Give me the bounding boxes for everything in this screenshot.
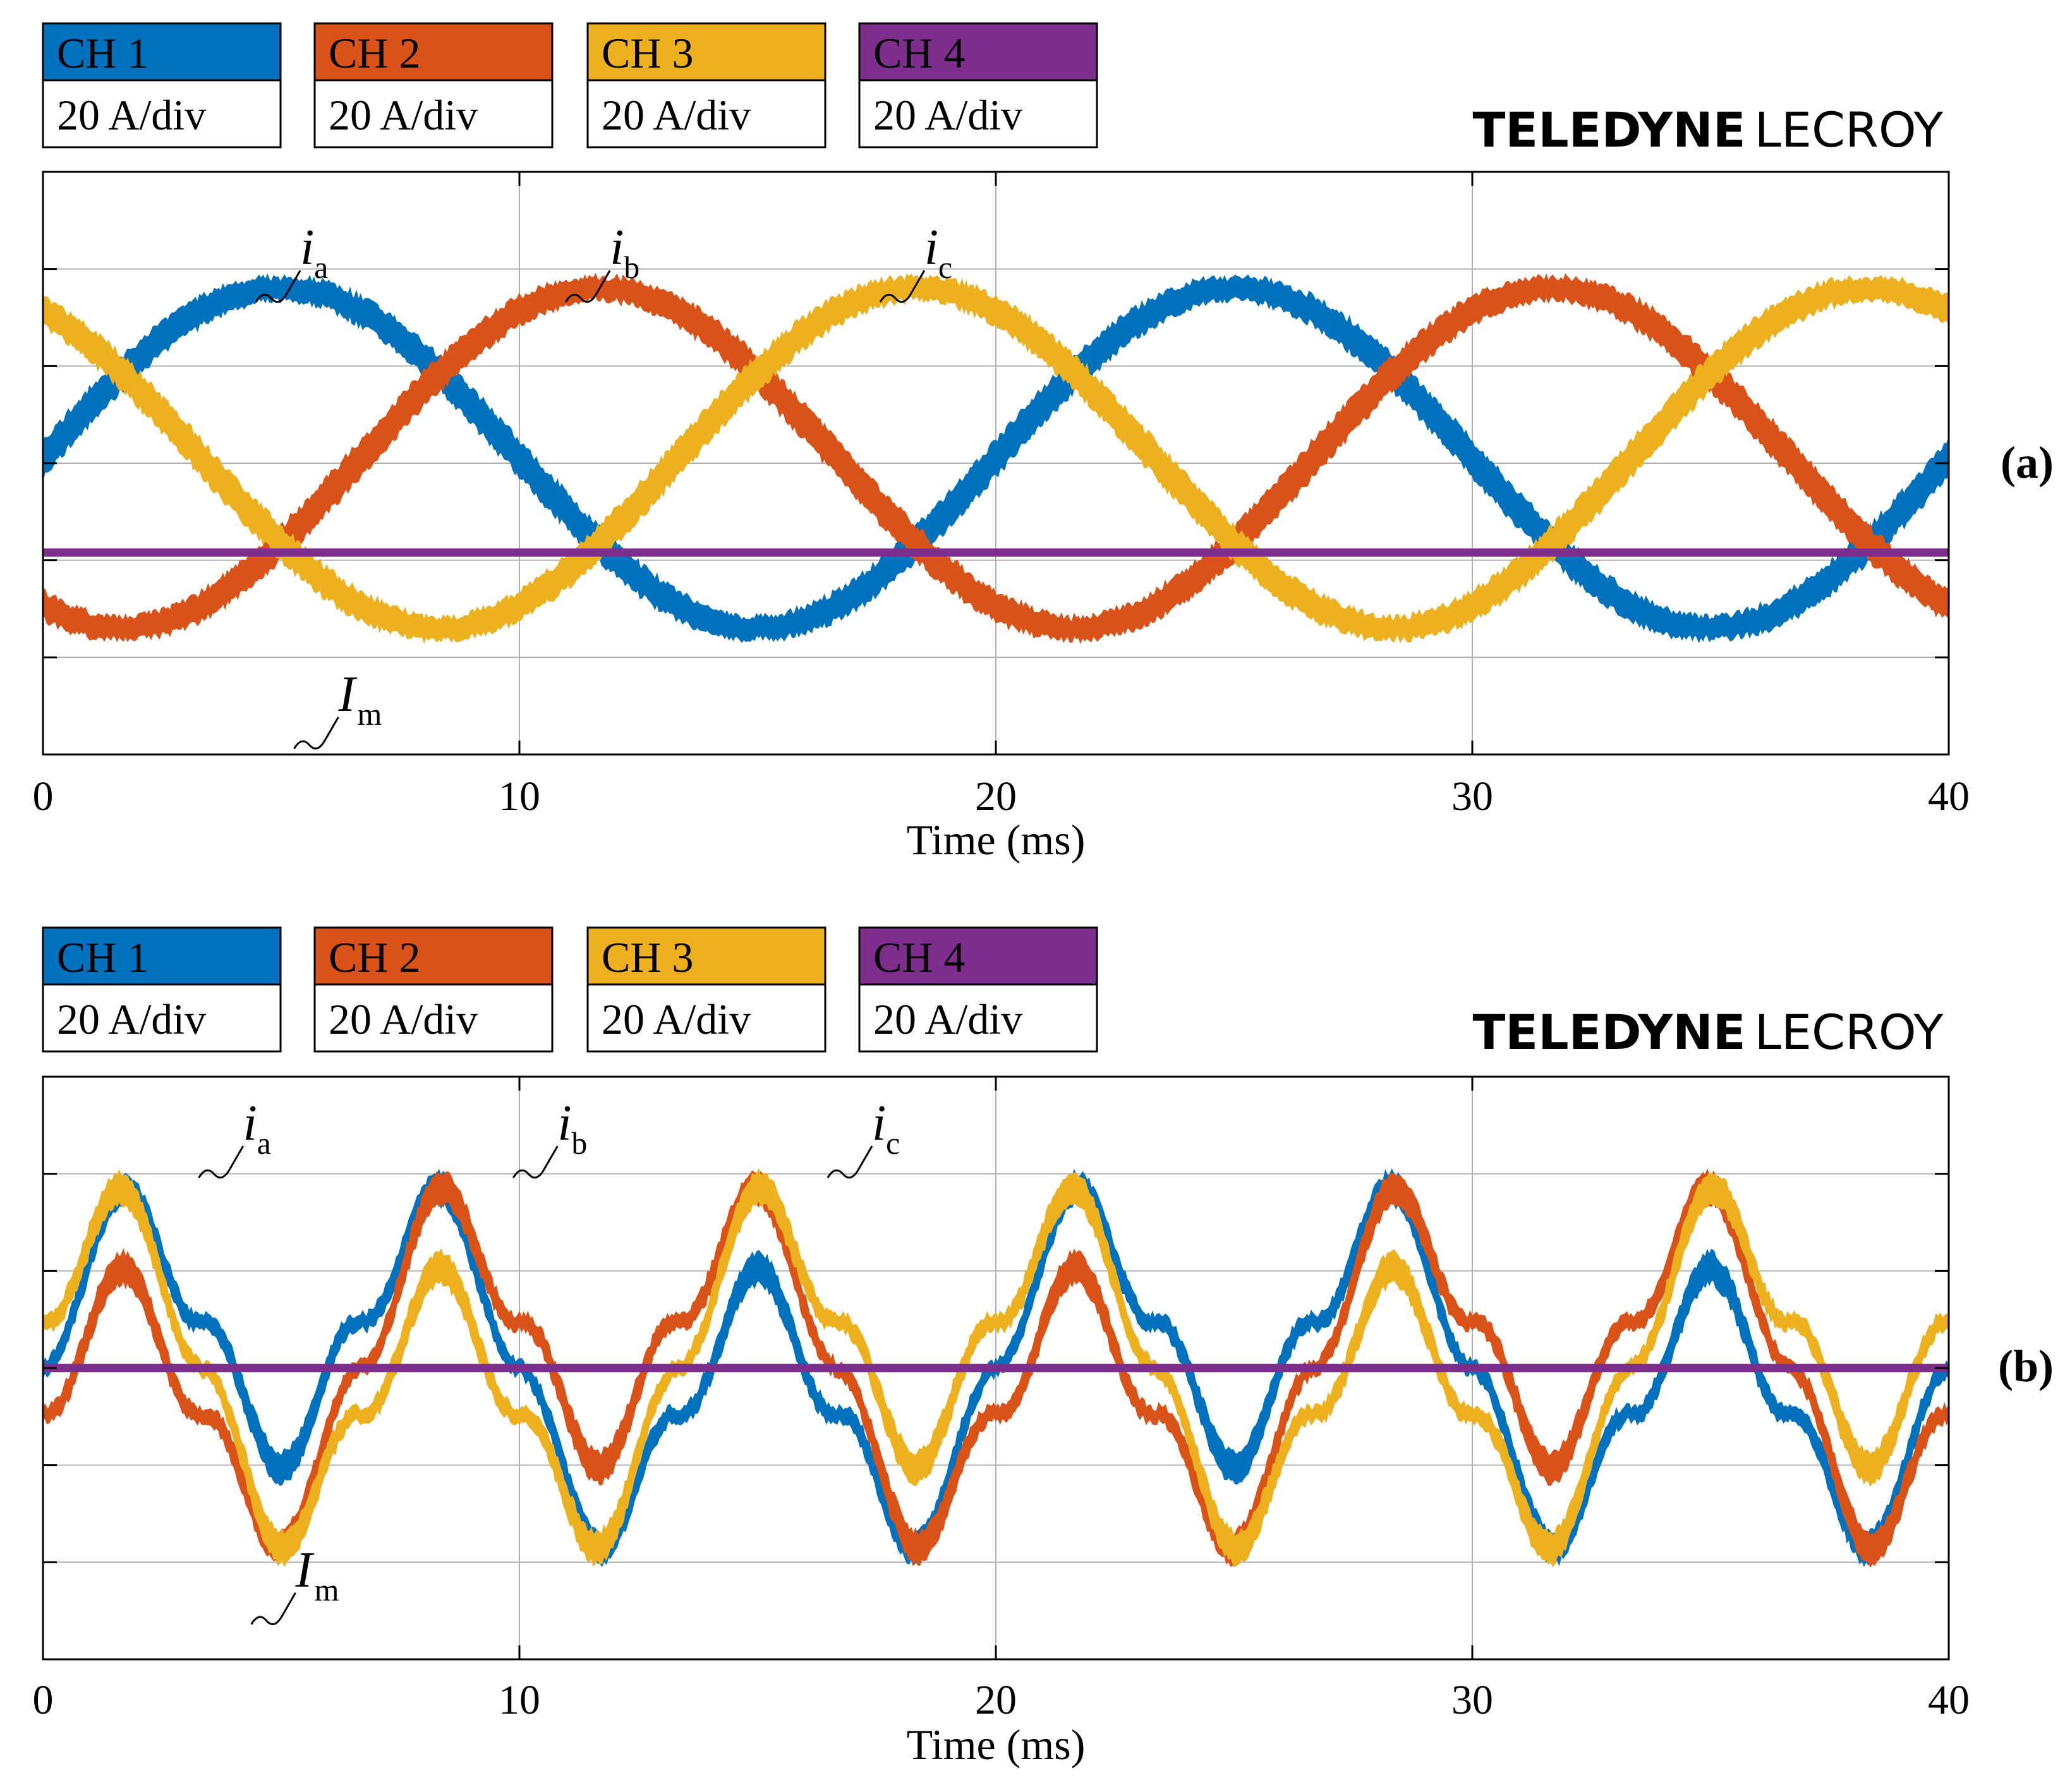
annotation-leader bbox=[250, 1592, 296, 1625]
channel-badge-ch3-a[interactable]: CH 3 20 A/div bbox=[586, 22, 827, 148]
x-tick-label: 10 bbox=[499, 1677, 540, 1723]
channel-name: CH 2 bbox=[329, 933, 420, 981]
x-tick-label: 20 bbox=[975, 1677, 1017, 1723]
x-tick-label: 0 bbox=[33, 773, 54, 820]
ticks-a bbox=[42, 172, 1950, 754]
x-tick-labels-b: 0 10 20 30 40 bbox=[33, 1677, 1970, 1723]
channel-badge-ch2-a[interactable]: CH 2 20 A/div bbox=[313, 22, 554, 148]
x-axis-label-b: Time (ms) bbox=[907, 1721, 1086, 1769]
annotation-symbol: I bbox=[337, 667, 357, 722]
brand-light: LECROY bbox=[1755, 102, 1944, 158]
brand-bold: TELEDYNE bbox=[1472, 1004, 1745, 1060]
x-tick-label: 0 bbox=[33, 1677, 54, 1723]
ticks-b bbox=[42, 1077, 1950, 1659]
annotation-subscript: b bbox=[571, 1125, 587, 1161]
x-tick-label: 30 bbox=[1451, 773, 1493, 820]
annotations-b: i a i b i cI m bbox=[198, 1096, 900, 1625]
channel-scale: 20 A/div bbox=[329, 91, 478, 139]
channel-badge-ch1-a[interactable]: CH 1 20 A/div bbox=[42, 22, 282, 148]
annotation-symbol: i bbox=[924, 220, 938, 275]
annotation-subscript: m bbox=[357, 696, 382, 732]
annotation-symbol: i bbox=[610, 220, 624, 275]
annotation-leader bbox=[512, 1146, 559, 1179]
annotation-subscript: c bbox=[938, 250, 952, 285]
channel-name: CH 1 bbox=[57, 933, 148, 981]
annotation-leader bbox=[564, 270, 611, 303]
x-tick-label: 20 bbox=[975, 773, 1017, 820]
channel-badge-ch1-b[interactable]: CH 1 20 A/div bbox=[42, 926, 282, 1053]
channel-name: CH 1 bbox=[57, 29, 148, 77]
annotation-subscript: a bbox=[314, 250, 328, 285]
brand-bold: TELEDYNE bbox=[1472, 102, 1745, 158]
channel-name: CH 4 bbox=[873, 29, 965, 77]
channel-scale: 20 A/div bbox=[602, 91, 751, 139]
channel-badge-ch4-b[interactable]: CH 4 20 A/div bbox=[858, 926, 1098, 1053]
annotation-subscript: m bbox=[315, 1572, 339, 1607]
channel-name: CH 3 bbox=[602, 933, 693, 981]
annotation-subscript: b bbox=[624, 250, 639, 285]
brand-logo-a: TELEDYNE LECROY bbox=[1472, 102, 1943, 158]
annotation-leader bbox=[293, 717, 339, 750]
channel-badge-ch4-a[interactable]: CH 4 20 A/div bbox=[858, 22, 1098, 148]
panel-a: CH 1 20 A/div CH 2 20 A/div CH 3 20 A/di… bbox=[33, 22, 2054, 864]
annotation-subscript: a bbox=[257, 1125, 271, 1161]
channel-scale: 20 A/div bbox=[602, 995, 751, 1043]
channel-badge-ch3-b[interactable]: CH 3 20 A/div bbox=[586, 926, 827, 1053]
annotation-symbol: I bbox=[295, 1542, 315, 1598]
channel-badge-ch2-b[interactable]: CH 2 20 A/div bbox=[313, 926, 554, 1053]
x-tick-label: 40 bbox=[1928, 773, 1970, 820]
annotation-symbol: i bbox=[557, 1096, 571, 1151]
channel-name: CH 4 bbox=[873, 933, 965, 981]
annotation-subscript: c bbox=[886, 1125, 900, 1161]
x-tick-label: 40 bbox=[1928, 1677, 1970, 1723]
channel-scale: 20 A/div bbox=[57, 995, 206, 1043]
panel-label-b: (b) bbox=[1998, 1341, 2054, 1391]
panel-b: CH 1 20 A/div CH 2 20 A/div CH 3 20 A/di… bbox=[33, 926, 2054, 1769]
channel-name: CH 3 bbox=[602, 29, 693, 77]
annotation-leader bbox=[879, 270, 926, 303]
x-tick-label: 10 bbox=[499, 773, 540, 820]
annotation-symbol: i bbox=[243, 1096, 257, 1151]
annotation-symbol: i bbox=[300, 220, 314, 275]
panel-label-a: (a) bbox=[2001, 437, 2054, 488]
annotation-leader bbox=[255, 270, 301, 303]
x-tick-labels-a: 0 10 20 30 40 bbox=[33, 773, 1970, 820]
x-axis-label-a: Time (ms) bbox=[907, 816, 1086, 864]
annotation-leader bbox=[198, 1146, 244, 1179]
channel-scale: 20 A/div bbox=[57, 91, 206, 139]
annotation-leader bbox=[827, 1146, 873, 1179]
channel-name: CH 2 bbox=[329, 29, 420, 77]
brand-logo-b: TELEDYNE LECROY bbox=[1472, 1004, 1943, 1060]
annotations-a: i a i b i cI m bbox=[255, 220, 952, 750]
channel-scale: 20 A/div bbox=[873, 91, 1022, 139]
brand-light: LECROY bbox=[1755, 1004, 1944, 1060]
x-tick-label: 30 bbox=[1451, 1677, 1493, 1723]
annotation-symbol: i bbox=[872, 1096, 886, 1151]
channel-scale: 20 A/div bbox=[329, 995, 478, 1043]
channel-scale: 20 A/div bbox=[873, 995, 1022, 1043]
